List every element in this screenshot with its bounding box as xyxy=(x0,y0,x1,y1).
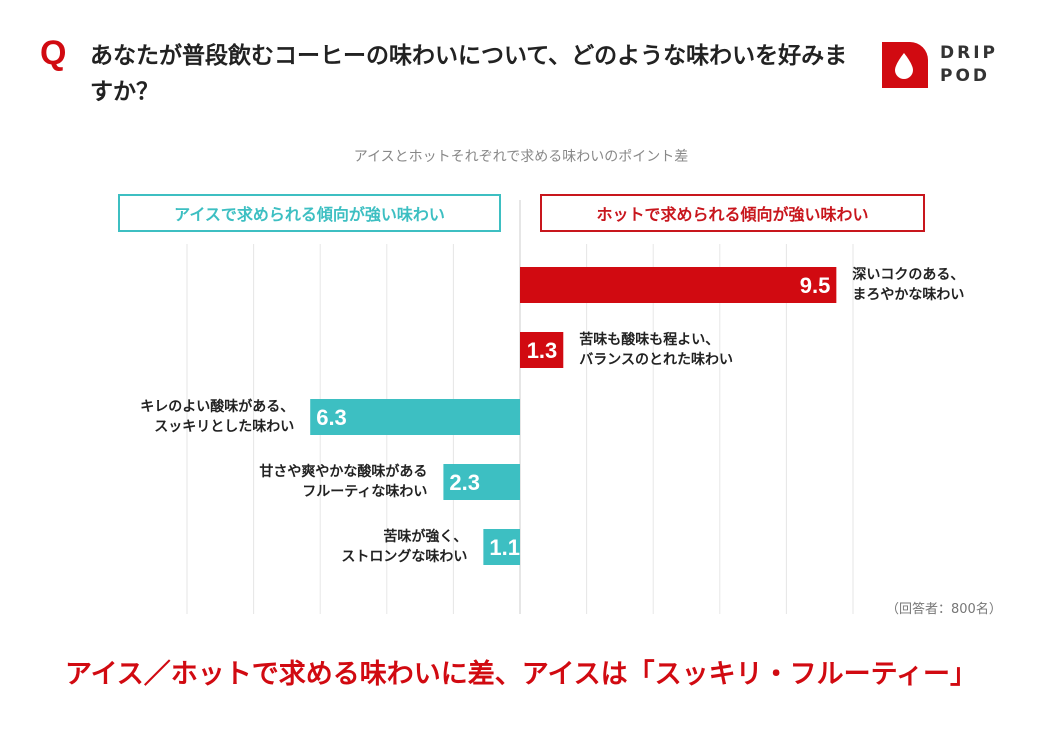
data-label: 9.5 xyxy=(800,273,831,298)
category-label: ストロングな味わい xyxy=(341,548,467,565)
drip-pod-logo: DRIP POD xyxy=(882,42,1012,88)
bar-ice-4 xyxy=(443,464,520,500)
drip-logo-icon xyxy=(882,42,928,88)
bar-hot-1 xyxy=(520,267,837,303)
category-label: 苦味も酸味も程よい、 xyxy=(579,331,719,348)
category-label: フルーティな味わい xyxy=(302,484,427,500)
headline: アイス／ホットで求める味わいに差、アイスは「スッキリ・フルーティー」 xyxy=(64,659,978,690)
bar-hot-2 xyxy=(520,332,564,368)
data-label: 1.1 xyxy=(489,535,520,560)
logo-text-drip: DRIP xyxy=(940,43,998,63)
category-label: スッキリとした味わい xyxy=(154,419,294,435)
category-label: 深いコクのある、 xyxy=(852,266,964,283)
question-mark: Q xyxy=(40,34,67,72)
category-label: バランスのとれた味わい xyxy=(579,352,733,368)
category-label: まろやかな味わい xyxy=(852,287,964,303)
legend-hot: ホットで求められる傾向が強い味わい xyxy=(540,194,925,232)
chart-title: アイスとホットそれぞれで求める味わいのポイント差 xyxy=(353,149,689,165)
data-label: 6.3 xyxy=(316,405,347,430)
category-label: 甘さや爽やかな酸味がある xyxy=(259,463,427,480)
question-text: あなたが普段飲むコーヒーの味わいについて、どのような味わいを好みますか？ xyxy=(90,43,848,105)
data-label: 1.3 xyxy=(527,338,558,363)
respondent-note: （回答者：800名） xyxy=(886,602,1002,617)
logo-text-pod: POD xyxy=(940,66,991,86)
bar-ice-3 xyxy=(310,399,520,435)
data-label: 2.3 xyxy=(449,470,480,495)
bar-ice-5 xyxy=(483,529,520,565)
category-label: キレのよい酸味がある、 xyxy=(140,398,294,415)
legend-ice: アイスで求められる傾向が強い味わい xyxy=(118,194,501,232)
category-label: 苦味が強く、 xyxy=(383,528,467,545)
